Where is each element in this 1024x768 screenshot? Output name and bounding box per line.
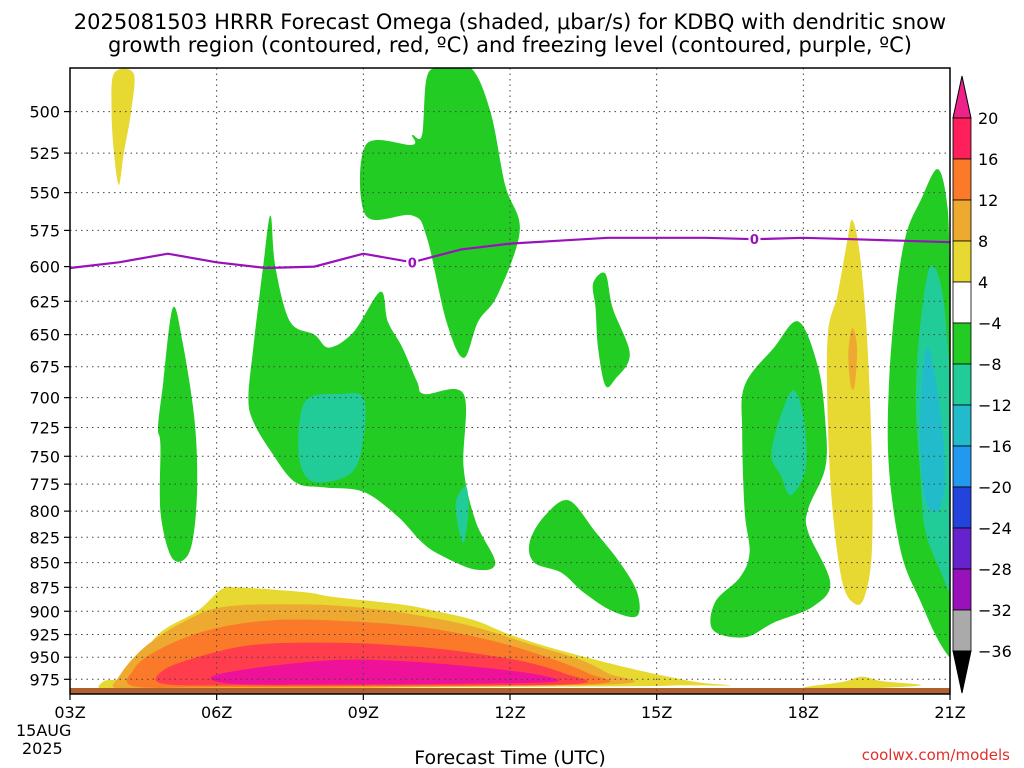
colorbar-label-3: 8 xyxy=(978,232,988,251)
x-tick-label-06Z: 06Z xyxy=(201,703,232,722)
colorbar-swatch-6 xyxy=(952,363,972,406)
omega-region-neg8-11 xyxy=(298,392,366,483)
freezing-level-label-0: 0 xyxy=(408,256,417,271)
y-tick-label-900: 900 xyxy=(29,602,60,621)
colorbar-swatch-2 xyxy=(952,199,972,242)
colorbar-swatch-1 xyxy=(952,158,972,201)
colorbar-label-11: −28 xyxy=(978,560,1012,579)
y-tick-label-675: 675 xyxy=(29,358,60,377)
freezing-label-bg-0 xyxy=(406,254,419,271)
x-tick-label-21Z: 21Z xyxy=(934,703,965,722)
colorbar-label-1: 16 xyxy=(978,150,998,169)
x-date-line1: 15AUG xyxy=(16,721,71,740)
freezing-label-bg-1 xyxy=(748,231,761,248)
y-tick-label-775: 775 xyxy=(29,475,60,494)
y-tick-label-525: 525 xyxy=(29,144,60,163)
colorbar: 20 16 12 8 4 −4 −8 −12 −16 −20 −24 −28 −32 −36 xyxy=(952,75,1012,694)
omega-region-pos20-4 xyxy=(210,659,559,685)
credit-text: coolwx.com/models xyxy=(862,746,1010,764)
y-tick-label-950: 950 xyxy=(29,648,60,667)
colorbar-swatch-11 xyxy=(952,568,972,611)
y-axis: 500 525 550 575 600 625 650 675 700 725 750 775 800 8… xyxy=(29,103,70,689)
colorbar-label-12: −32 xyxy=(978,601,1012,620)
colorbar-swatch-8 xyxy=(952,445,972,488)
x-tick-label-12Z: 12Z xyxy=(494,703,525,722)
y-tick-label-650: 650 xyxy=(29,326,60,345)
x-tick-label-03Z: 03Z xyxy=(54,703,85,722)
omega-region-neg8-17 xyxy=(771,390,807,496)
x-axis: 03Z 06Z 09Z 12Z 15Z 18Z 21Z xyxy=(54,694,966,722)
colorbar-label-10: −24 xyxy=(978,519,1012,538)
y-tick-label-800: 800 xyxy=(29,502,60,521)
y-tick-label-850: 850 xyxy=(29,554,60,573)
colorbar-label-0: 20 xyxy=(978,109,998,128)
omega-region-neg4-13 xyxy=(360,68,520,358)
omega-region-neg12-20 xyxy=(919,347,946,513)
chart-title-line1: 2025081503 HRRR Forecast Omega (shaded, … xyxy=(74,10,946,34)
colorbar-swatch-4 xyxy=(952,281,972,324)
colorbar-swatch-12 xyxy=(952,609,972,652)
y-tick-label-725: 725 xyxy=(29,418,60,437)
colorbar-label-8: −16 xyxy=(978,437,1012,456)
x-date-line2: 2025 xyxy=(22,739,63,758)
x-tick-label-15Z: 15Z xyxy=(641,703,672,722)
y-tick-label-500: 500 xyxy=(29,103,60,122)
omega-region-neg4-14 xyxy=(592,272,630,388)
plot-area: 00 xyxy=(69,67,951,695)
freezing-level-label-1: 0 xyxy=(750,233,759,248)
omega-region-pos4-5 xyxy=(111,68,135,185)
omega-region-neg4-16 xyxy=(710,321,831,638)
omega-region-neg4-10 xyxy=(248,215,496,571)
colorbar-label-6: −8 xyxy=(978,355,1002,374)
colorbar-label-13: −36 xyxy=(978,642,1012,661)
colorbar-swatch-7 xyxy=(952,404,972,447)
y-tick-label-600: 600 xyxy=(29,258,60,277)
omega-region-pos4-6 xyxy=(826,219,873,605)
y-tick-label-925: 925 xyxy=(29,626,60,645)
colorbar-swatch-9 xyxy=(952,486,972,529)
colorbar-bottom-arrow xyxy=(952,650,972,694)
x-tick-label-09Z: 09Z xyxy=(348,703,379,722)
y-tick-label-825: 825 xyxy=(29,528,60,547)
colorbar-swatch-3 xyxy=(952,240,972,283)
freezing-level-contour: 00 xyxy=(69,231,951,271)
colorbar-label-4: 4 xyxy=(978,273,988,292)
y-tick-label-975: 975 xyxy=(29,670,60,689)
colorbar-label-7: −12 xyxy=(978,396,1012,415)
omega-region-pos4-8 xyxy=(803,676,922,690)
colorbar-swatch-0 xyxy=(952,117,972,160)
y-tick-label-575: 575 xyxy=(29,221,60,240)
x-axis-label: Forecast Time (UTC) xyxy=(414,747,605,768)
y-tick-label-750: 750 xyxy=(29,447,60,466)
colorbar-swatch-10 xyxy=(952,527,972,570)
colorbar-label-5: −4 xyxy=(978,314,1002,333)
colorbar-swatch-5 xyxy=(952,322,972,365)
y-tick-label-875: 875 xyxy=(29,578,60,597)
colorbar-label-9: −20 xyxy=(978,478,1012,497)
chart-title-line2: growth region (contoured, red, ºC) and f… xyxy=(108,33,912,57)
y-tick-label-550: 550 xyxy=(29,184,60,203)
omega-region-neg4-9 xyxy=(157,306,198,562)
colorbar-label-2: 12 xyxy=(978,191,998,210)
y-tick-label-700: 700 xyxy=(29,389,60,408)
omega-shading xyxy=(98,68,950,692)
colorbar-top-arrow xyxy=(952,75,972,119)
omega-region-pos8-7 xyxy=(848,328,858,390)
y-tick-label-625: 625 xyxy=(29,292,60,311)
omega-region-neg8-12 xyxy=(455,486,469,543)
freezing-level-line xyxy=(69,236,951,270)
x-tick-label-18Z: 18Z xyxy=(788,703,819,722)
grid-lines xyxy=(70,68,950,694)
omega-region-neg4-15 xyxy=(528,500,640,618)
